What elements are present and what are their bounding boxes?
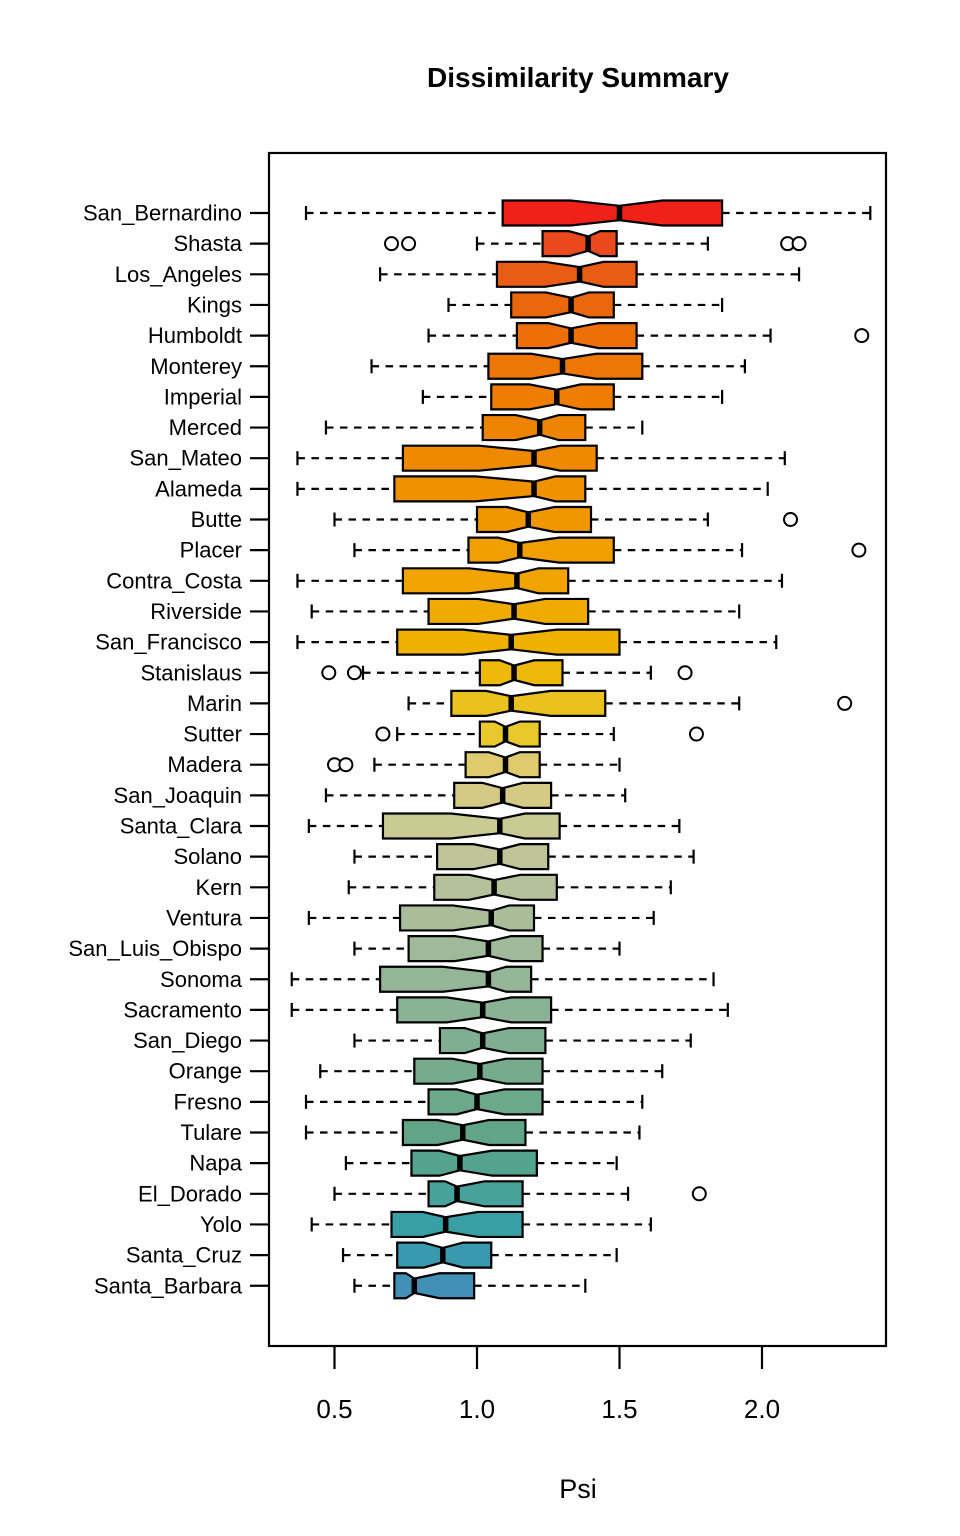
outlier-Shasta: [384, 236, 399, 252]
box-Contra_Costa: [401, 567, 570, 595]
box-Solano: [436, 843, 550, 871]
row-label-San_Joaquin: San_Joaquin: [114, 783, 242, 808]
row-label-Napa: Napa: [189, 1151, 242, 1176]
x-tick-label: 1.5: [601, 1394, 637, 1424]
row-label-Kings: Kings: [187, 292, 242, 317]
box-San_Luis_Obispo: [407, 934, 544, 963]
chart-title: Dissimilarity Summary: [427, 62, 729, 93]
box-Alameda: [393, 475, 587, 503]
outlier-Butte: [783, 512, 798, 527]
box-Los_Angeles: [495, 260, 638, 288]
row-label-Santa_Cruz: Santa_Cruz: [126, 1243, 242, 1268]
box-Monterey: [487, 352, 644, 380]
box-Placer: [467, 536, 615, 564]
row-label-San_Francisco: San_Francisco: [95, 630, 242, 655]
row-label-Kern: Kern: [196, 875, 242, 900]
outlier-Stanislaus: [677, 665, 693, 681]
row-label-Tulare: Tulare: [180, 1120, 242, 1145]
box-Marin: [450, 689, 607, 718]
row-label-Placer: Placer: [180, 538, 242, 563]
outlier-Shasta: [401, 236, 417, 252]
row-label-Fresno: Fresno: [174, 1089, 242, 1114]
row-label-Orange: Orange: [169, 1059, 242, 1084]
box-Santa_Barbara: [393, 1272, 476, 1300]
row-label-Stanislaus: Stanislaus: [140, 660, 242, 685]
box-Merced: [481, 413, 587, 442]
outlier-Sutter: [688, 726, 704, 742]
box-Riverside: [427, 597, 590, 626]
row-label-San_Bernardino: San_Bernardino: [83, 201, 242, 226]
box-El_Dorado: [427, 1180, 524, 1208]
row-label-San_Luis_Obispo: San_Luis_Obispo: [68, 936, 242, 961]
box-Ventura: [398, 904, 536, 932]
outlier-Placer: [851, 542, 867, 558]
x-tick-label: 2.0: [744, 1394, 780, 1424]
box-San_Bernardino: [501, 199, 724, 227]
outlier-Shasta: [791, 236, 807, 252]
x-axis-label: Psi: [559, 1474, 597, 1504]
box-Kings: [510, 291, 615, 319]
box-San_Diego: [438, 1026, 547, 1055]
outlier-Sutter: [375, 726, 391, 742]
box-San_Mateo: [401, 444, 598, 472]
row-label-Imperial: Imperial: [164, 384, 242, 409]
box-Fresno: [427, 1088, 544, 1116]
row-label-Merced: Merced: [169, 415, 242, 440]
box-San_Francisco: [396, 628, 621, 656]
row-label-Alameda: Alameda: [155, 476, 243, 501]
plot-area: 0.5 1.0 1.5 2.0 San_Bernardino Shasta Los_Ange…: [68, 151, 888, 1424]
outlier-Humboldt: [854, 328, 870, 344]
row-label-Madera: Madera: [167, 752, 242, 777]
row-label-Los_Angeles: Los_Angeles: [115, 262, 242, 287]
box-Yolo: [390, 1210, 524, 1239]
outlier-Stanislaus: [321, 665, 337, 681]
plot-frame: [267, 151, 888, 1348]
row-label-San_Diego: San_Diego: [133, 1028, 242, 1053]
box-Shasta: [541, 230, 618, 258]
outlier-Stanislaus: [346, 665, 362, 681]
box-Humboldt: [515, 322, 638, 350]
row-label-Riverside: Riverside: [150, 599, 242, 624]
row-label-Shasta: Shasta: [174, 231, 243, 256]
row-label-Butte: Butte: [191, 507, 242, 532]
row-label-Yolo: Yolo: [200, 1212, 242, 1237]
row-label-Sutter: Sutter: [183, 722, 242, 747]
x-tick-label: 0.5: [316, 1394, 352, 1424]
outlier-Madera: [338, 757, 354, 773]
box-Sutter: [478, 720, 541, 748]
box-Madera: [464, 751, 541, 779]
row-label-Monterey: Monterey: [150, 354, 242, 379]
row-label-Solano: Solano: [173, 844, 242, 869]
box-Stanislaus: [478, 659, 564, 687]
row-label-Santa_Barbara: Santa_Barbara: [94, 1273, 243, 1298]
box-Imperial: [490, 383, 615, 411]
outlier-Marin: [837, 695, 853, 711]
row-label-Ventura: Ventura: [166, 905, 243, 930]
box-Butte: [475, 505, 593, 534]
row-label-Sacramento: Sacramento: [123, 997, 242, 1022]
box-Sonoma: [379, 965, 533, 993]
row-label-Santa_Clara: Santa_Clara: [120, 814, 243, 839]
row-label-Marin: Marin: [187, 691, 242, 716]
row-label-San_Mateo: San_Mateo: [129, 446, 242, 471]
box-Napa: [410, 1149, 538, 1177]
x-tick-label: 1.0: [459, 1394, 495, 1424]
row-label-Sonoma: Sonoma: [160, 967, 243, 992]
row-label-El_Dorado: El_Dorado: [138, 1181, 242, 1206]
row-label-Humboldt: Humboldt: [148, 323, 242, 348]
row-label-Contra_Costa: Contra_Costa: [106, 568, 243, 593]
box-Santa_Clara: [381, 812, 561, 840]
outlier-El_Dorado: [691, 1186, 707, 1202]
box-Sacramento: [396, 996, 553, 1024]
